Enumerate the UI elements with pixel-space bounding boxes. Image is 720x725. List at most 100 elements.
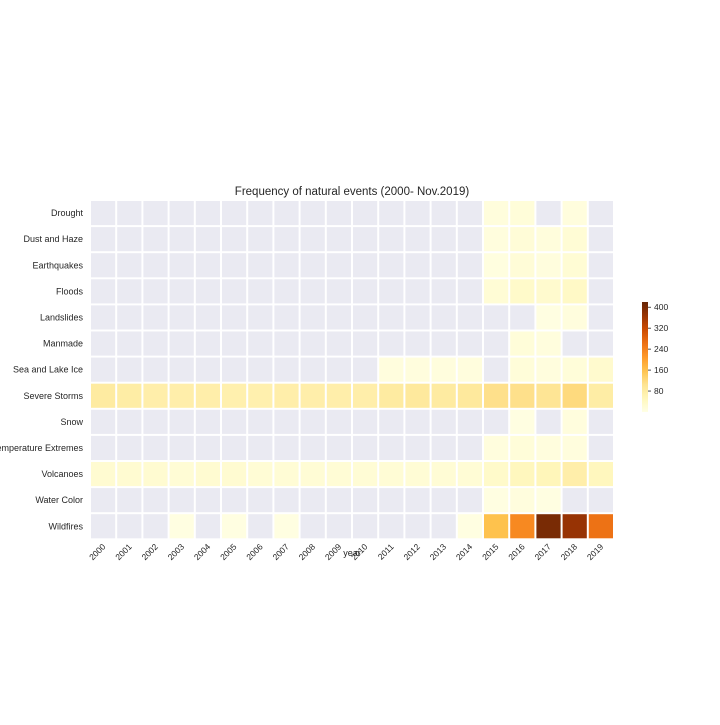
heatmap-cell — [536, 435, 561, 460]
heatmap-cell — [379, 514, 404, 539]
heatmap-cell — [484, 435, 509, 460]
heatmap-cell — [431, 462, 456, 487]
heatmap-cell — [379, 279, 404, 304]
heatmap-cell — [510, 514, 535, 539]
heatmap-cell — [484, 462, 509, 487]
heatmap-cell — [248, 305, 273, 330]
heatmap-cell — [117, 201, 142, 226]
heatmap-cell — [326, 253, 351, 278]
heatmap-cell — [326, 201, 351, 226]
heatmap-cell — [431, 435, 456, 460]
heatmap-cell — [117, 488, 142, 513]
heatmap-cell — [484, 488, 509, 513]
heatmap-cell — [379, 409, 404, 434]
heatmap-cell — [562, 488, 587, 513]
heatmap-cell — [195, 331, 220, 356]
heatmap-cell — [274, 227, 299, 252]
heatmap-cell — [169, 357, 194, 382]
heatmap-cell — [405, 201, 430, 226]
heatmap-cell — [484, 357, 509, 382]
heatmap-cell — [195, 201, 220, 226]
heatmap-cell — [222, 409, 247, 434]
heatmap-cells — [91, 201, 613, 539]
heatmap-cell — [588, 462, 613, 487]
heatmap-cell — [562, 409, 587, 434]
y-tick-label: Manmade — [43, 339, 83, 349]
heatmap-cell — [588, 435, 613, 460]
heatmap-cell — [169, 409, 194, 434]
heatmap-cell — [536, 383, 561, 408]
heatmap-cell — [326, 331, 351, 356]
heatmap-cell — [326, 305, 351, 330]
heatmap-cell — [379, 462, 404, 487]
colorbar-tick-label: 400 — [654, 302, 668, 312]
heatmap-cell — [431, 305, 456, 330]
heatmap-cell — [588, 488, 613, 513]
colorbar-tick-label: 320 — [654, 323, 668, 333]
heatmap-cell — [536, 253, 561, 278]
heatmap-cell — [588, 514, 613, 539]
heatmap-cell — [169, 462, 194, 487]
heatmap-cell — [562, 331, 587, 356]
heatmap-cell — [117, 227, 142, 252]
heatmap-cell — [117, 305, 142, 330]
x-tick-label: 2000 — [87, 541, 108, 562]
heatmap-cell — [326, 462, 351, 487]
heatmap-cell — [536, 331, 561, 356]
x-tick-label: 2014 — [454, 541, 475, 562]
heatmap-cell — [274, 305, 299, 330]
heatmap-cell — [510, 305, 535, 330]
colorbar-tick-label: 160 — [654, 365, 668, 375]
y-tick-label: Snow — [60, 417, 83, 427]
heatmap-cell — [117, 253, 142, 278]
heatmap-cell — [562, 435, 587, 460]
heatmap-cell — [143, 253, 168, 278]
heatmap-cell — [510, 201, 535, 226]
heatmap-cell — [300, 201, 325, 226]
heatmap-cell — [379, 331, 404, 356]
heatmap-cell — [222, 435, 247, 460]
heatmap-cell — [248, 331, 273, 356]
heatmap-cell — [353, 331, 378, 356]
heatmap-cell — [405, 227, 430, 252]
heatmap-cell — [588, 279, 613, 304]
heatmap-cell — [484, 279, 509, 304]
x-tick-label: 2004 — [192, 541, 213, 562]
heatmap-cell — [195, 462, 220, 487]
heatmap-cell — [117, 357, 142, 382]
heatmap-cell — [274, 331, 299, 356]
heatmap-cell — [300, 435, 325, 460]
heatmap-cell — [379, 435, 404, 460]
heatmap-cell — [248, 514, 273, 539]
heatmap-cell — [248, 201, 273, 226]
heatmap-cell — [431, 331, 456, 356]
heatmap-cell — [143, 462, 168, 487]
heatmap-cell — [588, 201, 613, 226]
heatmap-cell — [536, 357, 561, 382]
heatmap-cell — [588, 253, 613, 278]
heatmap-cell — [484, 514, 509, 539]
heatmap-cell — [169, 435, 194, 460]
heatmap-cell — [510, 357, 535, 382]
heatmap-cell — [169, 253, 194, 278]
heatmap-cell — [169, 201, 194, 226]
heatmap-cell — [274, 279, 299, 304]
heatmap-cell — [169, 279, 194, 304]
heatmap-cell — [326, 514, 351, 539]
heatmap-cell — [300, 253, 325, 278]
heatmap-cell — [91, 435, 116, 460]
y-tick-label: Sea and Lake Ice — [13, 365, 83, 375]
heatmap-cell — [510, 279, 535, 304]
heatmap-cell — [169, 383, 194, 408]
x-tick-label: 2018 — [559, 541, 580, 562]
heatmap-cell — [274, 514, 299, 539]
heatmap-cell — [562, 253, 587, 278]
heatmap-cell — [143, 331, 168, 356]
x-tick-label: 2005 — [218, 541, 239, 562]
heatmap-cell — [91, 331, 116, 356]
heatmap-cell — [300, 279, 325, 304]
heatmap-cell — [353, 357, 378, 382]
heatmap-cell — [536, 409, 561, 434]
heatmap-cell — [300, 331, 325, 356]
heatmap-cell — [143, 305, 168, 330]
